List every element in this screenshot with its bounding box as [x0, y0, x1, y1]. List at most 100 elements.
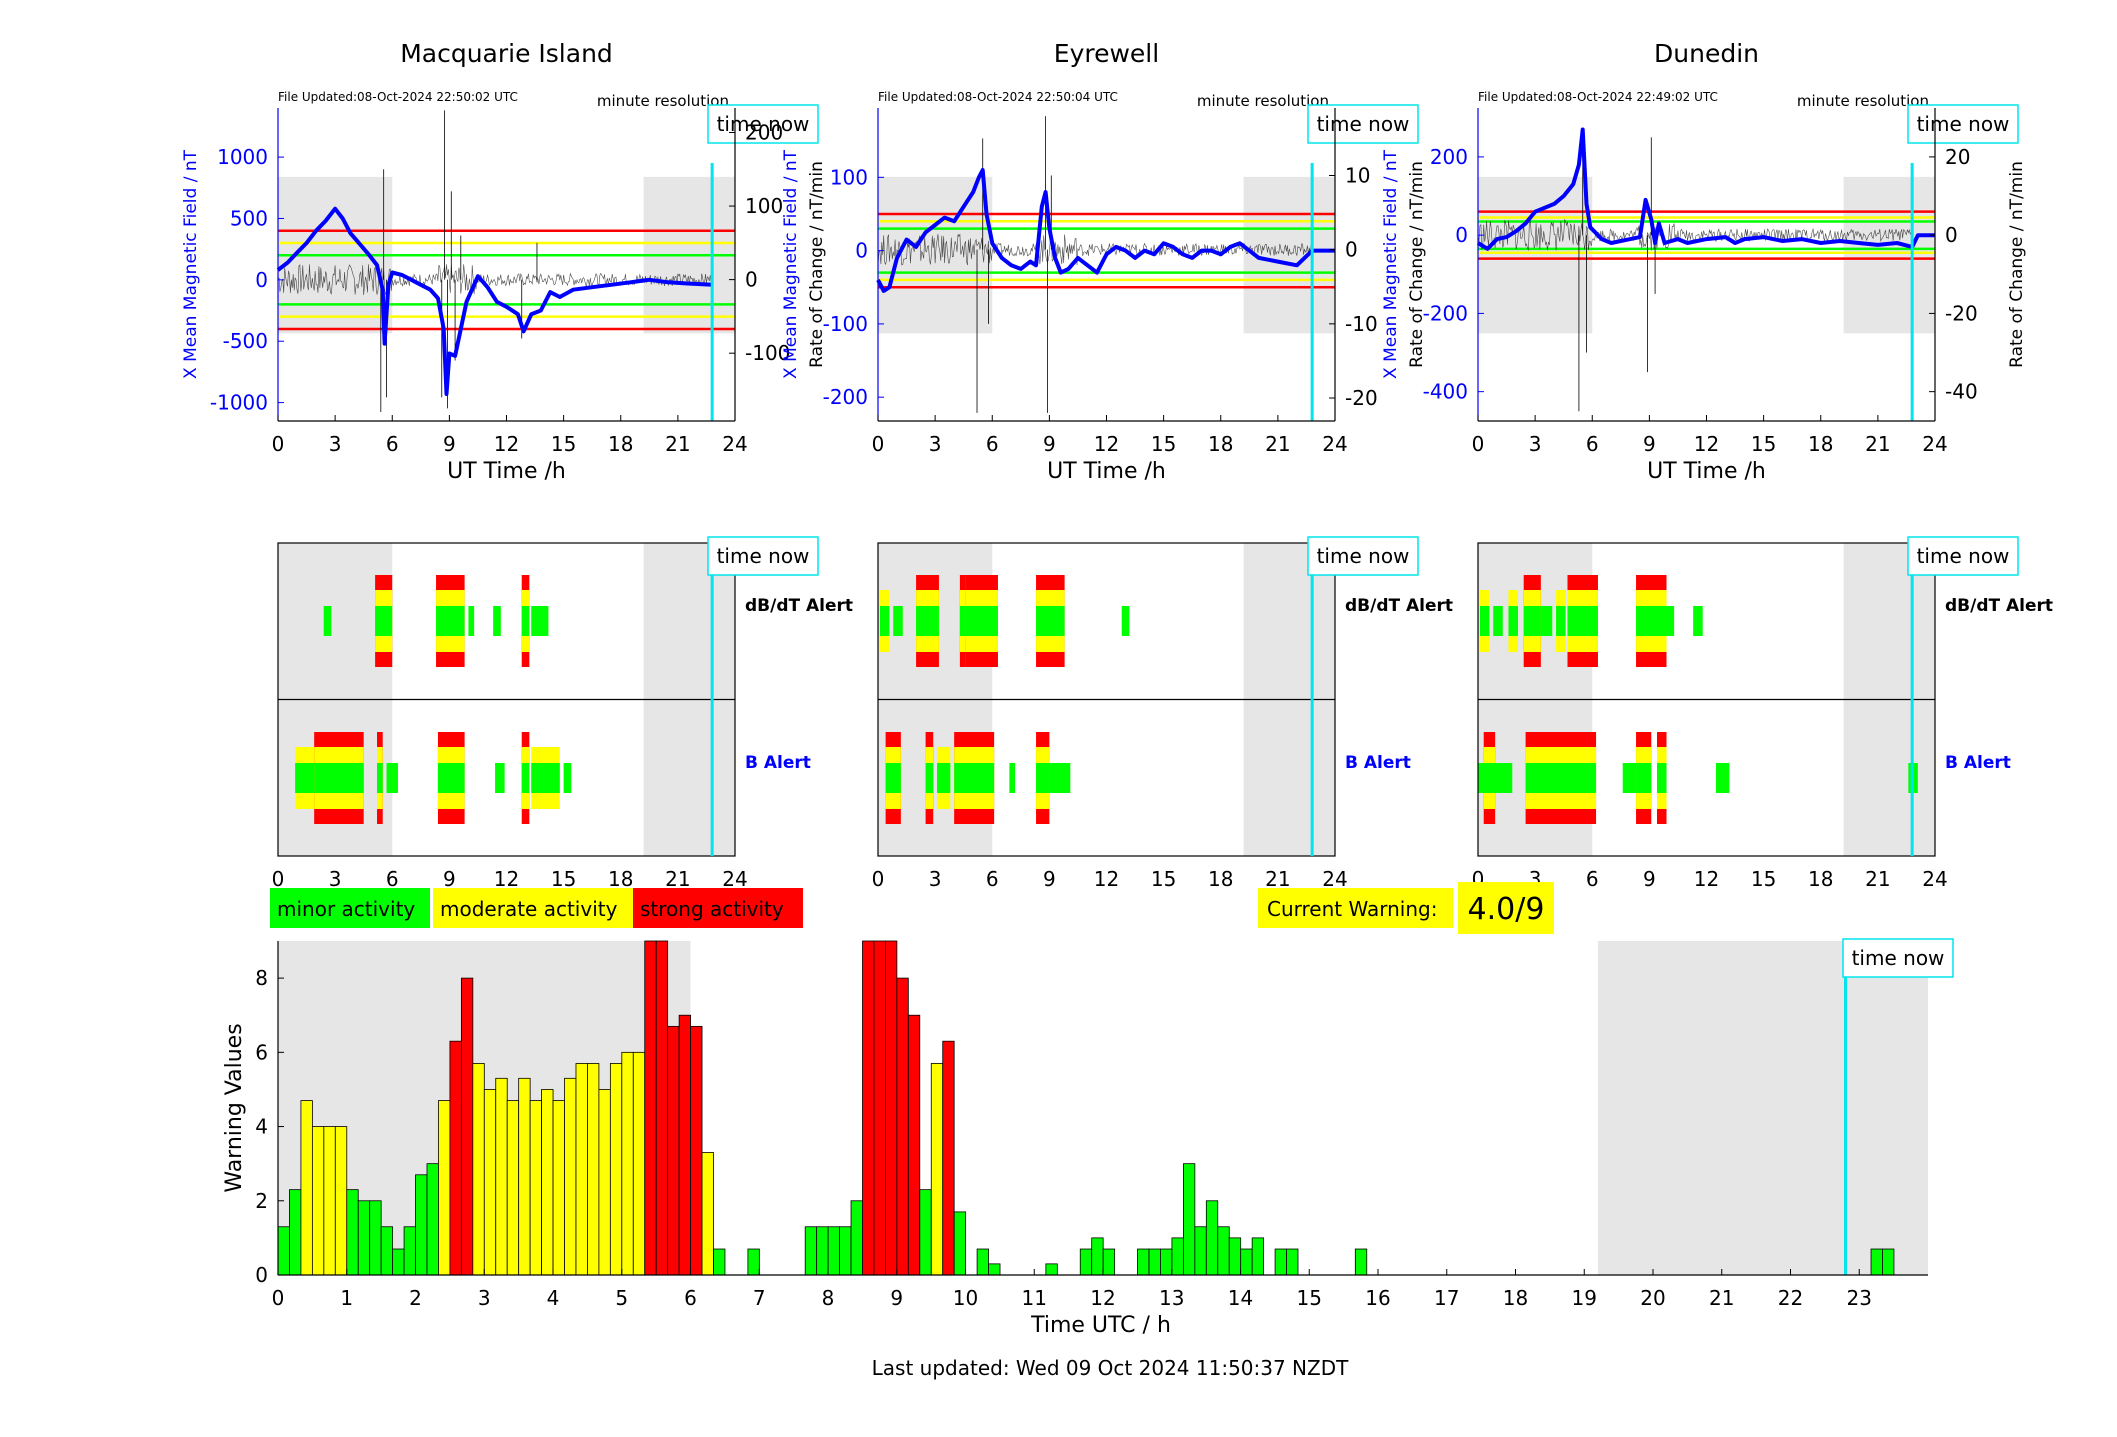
- x-tick-label: 9: [1043, 432, 1056, 456]
- time-now-box: [707, 104, 819, 144]
- warning-bar: [701, 1152, 714, 1276]
- y-tick-label: 0: [255, 268, 268, 292]
- warning-bar: [1102, 1248, 1116, 1276]
- warning-bar: [873, 940, 886, 1276]
- legend-swatch-minor: [270, 888, 430, 928]
- file-updated-text: File Updated:08-Oct-2024 22:49:02 UTC: [1478, 90, 1718, 104]
- b-alert-label: B Alert: [1345, 753, 1411, 773]
- night-shading: [1478, 176, 1593, 334]
- current-warning-value-box: [1458, 882, 1554, 934]
- x-tick-label: 3: [929, 867, 942, 891]
- b-alert-bar-minor: [1636, 763, 1652, 793]
- y-tick-label: 200: [1430, 145, 1468, 169]
- warning-bar: [1182, 1163, 1196, 1276]
- y-tick-label: 8: [255, 966, 268, 990]
- x-tick-label: 6: [1586, 432, 1599, 456]
- time-now-label: time now: [717, 544, 810, 568]
- dbdt-alert-bar-minor: [1666, 606, 1675, 636]
- x-tick-label: 15: [1751, 432, 1776, 456]
- night-shading: [1843, 176, 1935, 334]
- time-now-label: time now: [1317, 544, 1410, 568]
- file-updated-text: File Updated:08-Oct-2024 22:50:04 UTC: [878, 90, 1118, 104]
- dbdt-alert-bar-minor: [323, 606, 332, 636]
- warning-bar: [804, 1226, 818, 1276]
- b-alert-bar-minor: [563, 763, 572, 793]
- x-tick-label: 3: [1529, 432, 1542, 456]
- b-alert-bar-minor: [1716, 763, 1730, 793]
- x-tick-label: 0: [872, 432, 885, 456]
- alert-frame: [277, 542, 736, 857]
- warning-bar: [380, 1226, 394, 1276]
- warning-bar: [655, 940, 669, 1276]
- warning-bar: [1274, 1248, 1287, 1276]
- warning-bar: [976, 1248, 989, 1276]
- time-now-box: [1307, 536, 1419, 576]
- x-tick-label: 24: [722, 432, 747, 456]
- b-alert-bar-minor: [377, 763, 383, 793]
- dbdt-alert-bar-minor: [1636, 606, 1667, 636]
- x-tick-label: 12: [1094, 867, 1119, 891]
- warning-bar: [575, 1063, 588, 1276]
- x-tick-label: 18: [608, 432, 633, 456]
- x-axis-label: Time UTC / h: [1030, 1313, 1171, 1338]
- warning-bar: [495, 1077, 508, 1276]
- warning-bar: [1148, 1248, 1161, 1276]
- b-alert-bar-minor: [885, 763, 901, 793]
- x-tick-label: 19: [1572, 1286, 1597, 1310]
- warning-bar: [896, 977, 909, 1276]
- x-tick-label: 9: [890, 1286, 903, 1310]
- time-now-box: [1907, 536, 2019, 576]
- x-tick-label: 23: [1847, 1286, 1872, 1310]
- x-tick-label: 21: [1865, 432, 1890, 456]
- warning-bar: [1217, 1226, 1230, 1276]
- warning-bar: [518, 1077, 531, 1276]
- warning-bar: [919, 1189, 932, 1276]
- x-tick-label: 6: [986, 867, 999, 891]
- warning-bar: [827, 1226, 840, 1276]
- b-alert-label: B Alert: [1945, 753, 2011, 773]
- warning-bar: [1882, 1248, 1895, 1276]
- warning-bar: [1091, 1237, 1104, 1276]
- warning-bar: [506, 1100, 520, 1276]
- y-tick-label: 0: [855, 239, 868, 263]
- x-tick-label: 18: [1503, 1286, 1528, 1310]
- x-tick-label: 13: [1159, 1286, 1184, 1310]
- night-shading: [1243, 176, 1335, 334]
- legend-swatch-strong: [633, 888, 803, 928]
- x-tick-label: 24: [1922, 867, 1947, 891]
- warning-bar: [587, 1063, 600, 1276]
- night-shading: [1598, 941, 1928, 1275]
- x-tick-label: 18: [1208, 867, 1233, 891]
- warning-bar: [1228, 1237, 1242, 1276]
- warning-bar: [816, 1226, 829, 1276]
- warning-bar: [529, 1100, 542, 1276]
- warning-bar: [403, 1226, 416, 1276]
- dbdt-alert-bar-minor: [893, 606, 903, 636]
- x-tick-label: 21: [1709, 1286, 1734, 1310]
- y2-tick-label: 0: [745, 268, 758, 292]
- y-tick-label: -500: [223, 329, 268, 353]
- warning-bar: [300, 1100, 313, 1276]
- y2-tick-label: 0: [1345, 238, 1358, 262]
- current-warning-box: [1258, 888, 1453, 928]
- station-title: Dunedin: [1654, 39, 1759, 68]
- dbdt-alert-bar-minor: [959, 606, 966, 636]
- x-tick-label: 18: [1808, 432, 1833, 456]
- y-tick-label: -200: [1423, 301, 1468, 325]
- x-axis-label: UT Time /h: [447, 459, 566, 484]
- x-tick-label: 12: [1694, 432, 1719, 456]
- warning-bar: [690, 1025, 703, 1276]
- dbdt-alert-bar-minor: [1556, 606, 1566, 636]
- x-tick-label: 15: [1751, 867, 1776, 891]
- rate-of-change-trace: [277, 264, 712, 296]
- x-tick-label: 9: [1643, 432, 1656, 456]
- dbdt-alert-bar-minor: [916, 606, 939, 636]
- x-tick-label: 0: [872, 867, 885, 891]
- b-alert-bar-minor: [1009, 763, 1016, 793]
- x-tick-label: 12: [1090, 1286, 1115, 1310]
- warning-bar: [713, 1248, 726, 1276]
- time-now-label: time now: [1917, 112, 2010, 136]
- x-tick-label: 6: [386, 432, 399, 456]
- y2-tick-label: 20: [1945, 145, 1970, 169]
- y2-tick-label: -100: [745, 341, 790, 365]
